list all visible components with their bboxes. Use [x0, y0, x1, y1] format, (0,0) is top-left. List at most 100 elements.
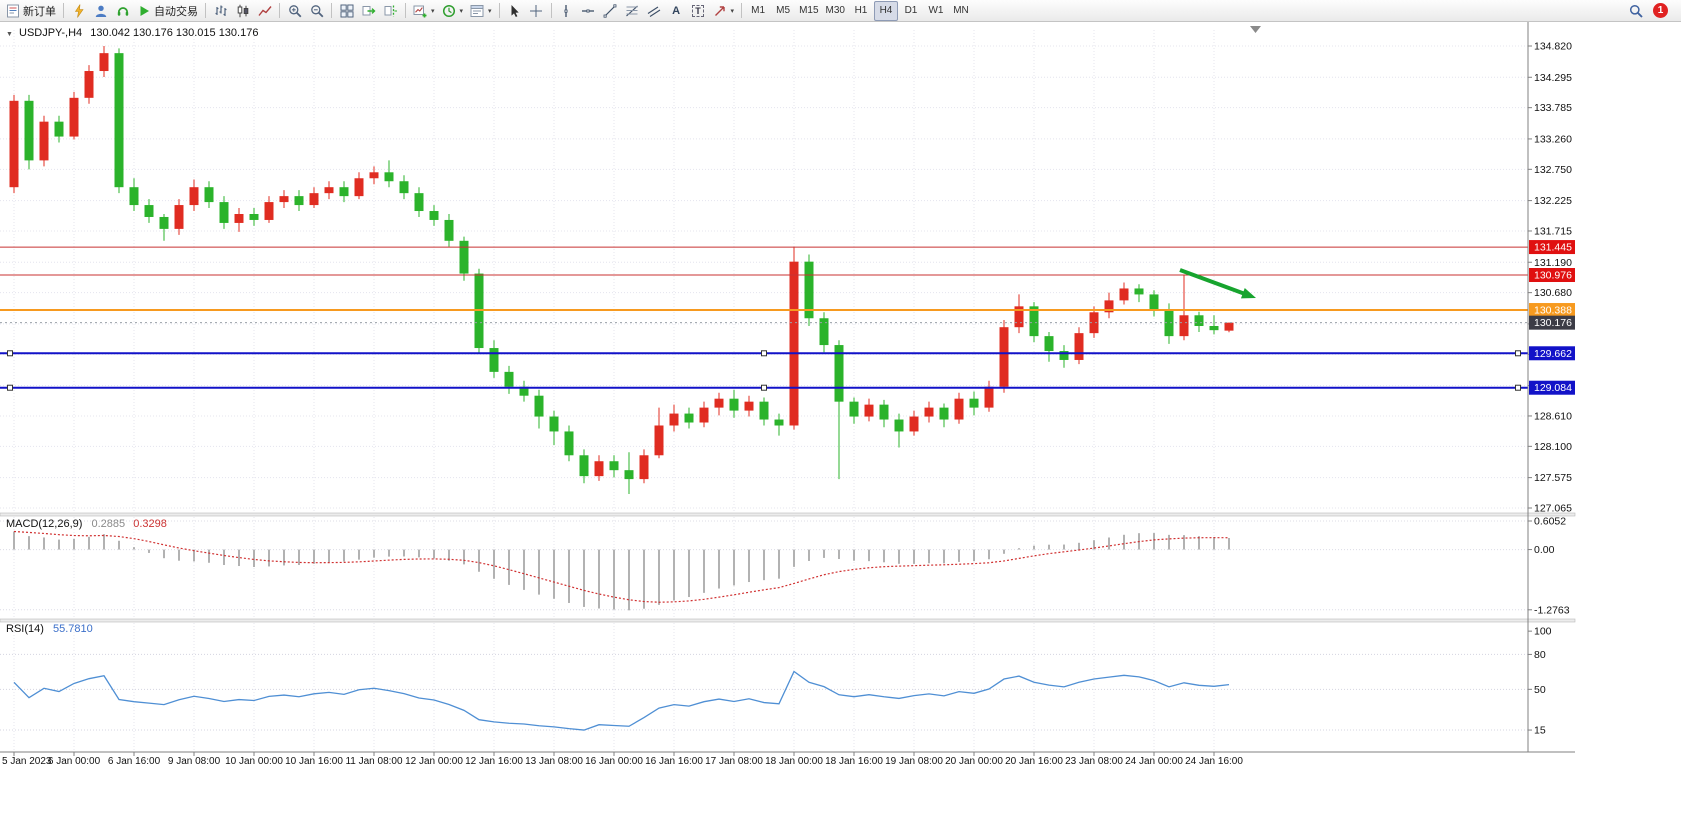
timeframe-m1[interactable]: M1 — [746, 1, 770, 21]
svg-text:134.295: 134.295 — [1534, 72, 1572, 84]
svg-text:20 Jan 16:00: 20 Jan 16:00 — [1005, 756, 1063, 767]
signals-icon[interactable] — [68, 1, 89, 21]
svg-text:133.260: 133.260 — [1534, 133, 1572, 145]
svg-text:24 Jan 00:00: 24 Jan 00:00 — [1125, 756, 1183, 767]
svg-text:16 Jan 16:00: 16 Jan 16:00 — [645, 756, 703, 767]
toolbar-separator — [498, 3, 500, 18]
chevron-down-icon: ▾ — [730, 7, 735, 15]
svg-text:129.084: 129.084 — [1534, 382, 1572, 394]
svg-text:134.820: 134.820 — [1534, 41, 1572, 53]
new-chart-button[interactable]: ▾ — [410, 1, 438, 21]
svg-text:20 Jan 00:00: 20 Jan 00:00 — [945, 756, 1003, 767]
svg-text:130.976: 130.976 — [1534, 270, 1572, 282]
svg-text:11 Jan 08:00: 11 Jan 08:00 — [345, 756, 403, 767]
svg-text:130.388: 130.388 — [1534, 305, 1572, 317]
line-chart-mode-icon[interactable] — [254, 1, 275, 21]
svg-text:80: 80 — [1534, 649, 1546, 661]
svg-text:5 Jan 2023: 5 Jan 2023 — [2, 756, 52, 767]
svg-text:128.610: 128.610 — [1534, 410, 1572, 422]
svg-text:12 Jan 16:00: 12 Jan 16:00 — [465, 756, 523, 767]
toolbar-separator — [550, 3, 552, 18]
algo-trading-label: 自动交易 — [154, 5, 198, 18]
svg-text:130.176: 130.176 — [1534, 317, 1572, 329]
svg-text:128.100: 128.100 — [1534, 441, 1572, 453]
chart-shift-icon[interactable] — [380, 1, 401, 21]
auto-scroll-icon[interactable] — [358, 1, 379, 21]
timeframe-w1[interactable]: W1 — [924, 1, 948, 21]
crosshair-icon[interactable] — [526, 1, 547, 21]
community-icon[interactable] — [90, 1, 111, 21]
svg-text:9 Jan 08:00: 9 Jan 08:00 — [168, 756, 221, 767]
timeframe-m5[interactable]: M5 — [771, 1, 795, 21]
play-icon — [140, 5, 149, 16]
toolbar-separator — [279, 3, 280, 18]
svg-text:6 Jan 16:00: 6 Jan 16:00 — [108, 756, 161, 767]
svg-text:12 Jan 00:00: 12 Jan 00:00 — [405, 756, 463, 767]
timeframe-mn[interactable]: MN — [949, 1, 973, 21]
chevron-down-icon: ▾ — [431, 7, 435, 15]
svg-text:10 Jan 16:00: 10 Jan 16:00 — [285, 756, 343, 767]
new-order-button[interactable]: 新订单 — [3, 1, 59, 21]
bar-chart-mode-icon[interactable] — [210, 1, 231, 21]
label-tool-glyph: T — [692, 4, 704, 17]
svg-text:15: 15 — [1534, 725, 1546, 737]
search-icon[interactable] — [1625, 1, 1646, 21]
zoom-out-icon[interactable] — [306, 1, 327, 21]
toolbar: 新订单 自动交易 ▾ ▾ ▾ A T ▾ — [0, 0, 1681, 22]
svg-text:127.065: 127.065 — [1534, 503, 1572, 515]
chevron-down-icon: ▾ — [459, 7, 464, 15]
svg-text:18 Jan 00:00: 18 Jan 00:00 — [765, 756, 823, 767]
toolbar-separator — [331, 3, 332, 18]
svg-text:17 Jan 08:00: 17 Jan 08:00 — [705, 756, 763, 767]
svg-text:23 Jan 08:00: 23 Jan 08:00 — [1065, 756, 1123, 767]
svg-text:-1.2763: -1.2763 — [1534, 604, 1570, 616]
svg-text:50: 50 — [1534, 684, 1546, 696]
fibonacci-tool-icon[interactable] — [622, 1, 643, 21]
svg-text:24 Jan 16:00: 24 Jan 16:00 — [1185, 756, 1243, 767]
trendline-tool-icon[interactable] — [600, 1, 621, 21]
text-tool-glyph: A — [672, 4, 681, 17]
chart-canvas[interactable]: 134.820 134.295 133.785 133.260 132.750 132.2… — [0, 22, 1681, 829]
cursor-icon[interactable] — [504, 1, 525, 21]
svg-text:133.785: 133.785 — [1534, 102, 1572, 114]
timeframe-m30[interactable]: M30 — [823, 1, 848, 21]
label-tool-icon[interactable]: T — [688, 1, 709, 21]
channel-tool-icon[interactable] — [644, 1, 665, 21]
templates-button[interactable]: ▾ — [467, 1, 495, 21]
timeframe-d1[interactable]: D1 — [899, 1, 923, 21]
toolbar-separator — [63, 3, 64, 18]
svg-text:132.750: 132.750 — [1534, 164, 1572, 176]
new-order-label: 新订单 — [23, 5, 56, 18]
svg-text:129.662: 129.662 — [1534, 348, 1572, 360]
zoom-in-icon[interactable] — [284, 1, 305, 21]
timeframe-h1[interactable]: H1 — [849, 1, 873, 21]
notification-badge[interactable]: 1 — [1653, 3, 1668, 18]
chevron-down-icon: ▾ — [488, 7, 492, 15]
svg-text:19 Jan 08:00: 19 Jan 08:00 — [885, 756, 943, 767]
candlestick-mode-icon[interactable] — [232, 1, 253, 21]
svg-text:16 Jan 00:00: 16 Jan 00:00 — [585, 756, 643, 767]
svg-text:127.575: 127.575 — [1534, 472, 1572, 484]
svg-text:132.225: 132.225 — [1534, 195, 1572, 207]
timeframe-m15[interactable]: M15 — [796, 1, 821, 21]
arrows-tool-button[interactable]: ▾ — [710, 1, 738, 21]
text-tool-icon[interactable]: A — [666, 1, 687, 21]
collapse-chart-icon[interactable]: ▼ — [6, 31, 13, 38]
svg-text:0.6052: 0.6052 — [1534, 516, 1566, 528]
toolbar-separator — [741, 3, 743, 18]
svg-text:6 Jan 00:00: 6 Jan 00:00 — [48, 756, 101, 767]
tile-windows-icon[interactable] — [336, 1, 357, 21]
svg-text:131.445: 131.445 — [1534, 242, 1572, 254]
timeframe-h4[interactable]: H4 — [873, 0, 898, 21]
horizontal-line-tool-icon[interactable] — [578, 1, 599, 21]
toolbar-separator — [405, 3, 406, 18]
algo-trading-button[interactable]: 自动交易 — [134, 1, 201, 21]
svg-text:0.00: 0.00 — [1534, 544, 1555, 556]
vertical-line-tool-icon[interactable] — [556, 1, 577, 21]
svg-text:130.680: 130.680 — [1534, 287, 1572, 299]
periods-clock-button[interactable]: ▾ — [439, 1, 467, 21]
svg-text:131.715: 131.715 — [1534, 225, 1572, 237]
new-order-icon — [7, 4, 19, 17]
support-icon[interactable] — [112, 1, 133, 21]
